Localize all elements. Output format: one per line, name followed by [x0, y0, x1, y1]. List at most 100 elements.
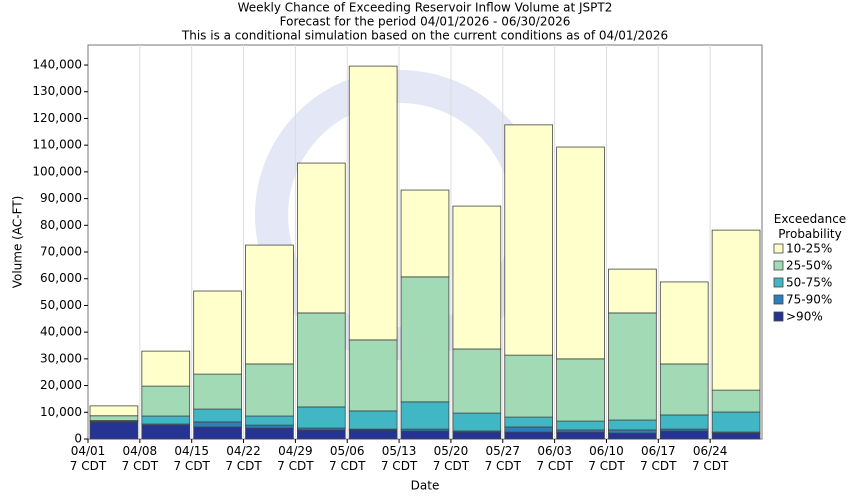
x-tick-label: 06/17 7 CDT [640, 444, 677, 473]
bar-segment [89, 415, 139, 421]
bar-segment [400, 430, 450, 440]
legend-label: 25-50% [786, 259, 832, 273]
bar-segment [659, 414, 709, 430]
bar-segment [141, 424, 191, 440]
bar-segment [556, 358, 605, 422]
bar-segment [296, 406, 346, 429]
x-tick-label: 06/10 7 CDT [588, 444, 625, 473]
x-tick-label: 05/27 7 CDT [484, 444, 521, 473]
x-tick-label: 04/22 7 CDT [225, 444, 262, 473]
bar-segment [400, 276, 450, 403]
bar-segment [348, 65, 398, 341]
bar-segment [711, 432, 761, 440]
bar-segment [245, 424, 294, 429]
bar-segment [89, 405, 139, 417]
bar-segment [141, 415, 191, 425]
x-tick-label: 05/06 7 CDT [329, 444, 366, 473]
y-tick-label: 60,000 [40, 271, 82, 285]
x-tick-label: 06/03 7 CDT [536, 444, 573, 473]
bar-segment [659, 430, 709, 440]
bar-segment [296, 429, 346, 440]
legend-swatch [773, 260, 784, 271]
y-tick-label: 10,000 [40, 405, 82, 419]
bar-segment [608, 432, 657, 440]
y-tick-label: 0 [74, 432, 82, 446]
y-tick-label: 20,000 [40, 378, 82, 392]
bar-segment [504, 354, 554, 418]
y-axis-label: Volume (AC-FT) [11, 196, 25, 289]
bar-segment [245, 427, 294, 440]
y-tick-label: 50,000 [40, 298, 82, 312]
y-tick-label: 80,000 [40, 218, 82, 232]
bar-segment [452, 412, 502, 432]
y-tick-label: 100,000 [32, 164, 82, 178]
bar-segment [348, 429, 398, 440]
bar-segment [556, 146, 605, 360]
bar-segment [504, 124, 554, 356]
chart-note: This is a conditional simulation based o… [181, 29, 668, 43]
y-tick-label: 40,000 [40, 325, 82, 339]
legend-label: 10-25% [786, 242, 832, 256]
legend-swatch [773, 243, 784, 254]
bar-segment [193, 426, 242, 440]
bar-segment [504, 426, 554, 433]
y-tick-label: 130,000 [32, 84, 82, 98]
bar-segment [452, 348, 502, 414]
bar-segment [141, 350, 191, 387]
bar-segment [245, 415, 294, 426]
legend-swatch [773, 277, 784, 288]
bar-segment [89, 421, 139, 440]
y-tick-label: 110,000 [32, 138, 82, 152]
x-tick-label: 05/20 7 CDT [432, 444, 470, 473]
x-tick-label: 04/08 7 CDT [121, 444, 159, 473]
y-tick-label: 90,000 [40, 191, 82, 205]
legend-label: 75-90% [786, 293, 832, 307]
bar-segment [608, 312, 657, 421]
bar-segment [193, 290, 242, 375]
y-tick-label: 30,000 [40, 351, 82, 365]
legend-swatch [773, 311, 784, 322]
y-tick-label: 140,000 [32, 58, 82, 72]
x-axis-label: Date [411, 479, 440, 493]
bar-segment [711, 411, 761, 433]
bar-segment [400, 401, 450, 430]
bar-segment [245, 363, 294, 417]
bar-segment [659, 281, 709, 365]
bar-segment [296, 312, 346, 408]
x-tick-label: 04/29 7 CDT [277, 444, 314, 473]
bar-segment [556, 431, 605, 440]
legend-label: 50-75% [786, 276, 832, 290]
bar-segment [608, 419, 657, 431]
bar-segment [452, 431, 502, 440]
y-tick-label: 120,000 [32, 111, 82, 125]
bar-segment [659, 363, 709, 416]
bar-segment [296, 162, 346, 314]
bar-segment [452, 205, 502, 350]
bar-segment [193, 421, 242, 428]
chart-subtitle: Forecast for the period 04/01/2026 - 06/… [280, 15, 571, 29]
x-tick-label: 06/24 7 CDT [691, 444, 729, 473]
x-tick-label: 04/01 7 CDT [69, 444, 107, 473]
y-tick-label: 70,000 [40, 245, 82, 259]
x-tick-label: 05/13 7 CDT [380, 444, 418, 473]
bar-segment [193, 408, 242, 423]
bar-segment [141, 385, 191, 417]
bar-segment [504, 431, 554, 440]
bar-segment [400, 189, 450, 278]
bar-segment [711, 389, 761, 413]
bar-segment [711, 229, 761, 391]
bar-segment [608, 268, 657, 314]
bar-segment [608, 429, 657, 434]
chart-title: Weekly Chance of Exceeding Reservoir Inf… [238, 1, 613, 15]
x-tick-label: 04/15 7 CDT [173, 444, 210, 473]
bar-segment [504, 416, 554, 428]
bar-segment [245, 244, 294, 365]
bar-segment [193, 373, 242, 410]
bar-segment [348, 410, 398, 430]
legend-title: Exceedance Probability [773, 212, 847, 241]
bar-segment [556, 420, 605, 431]
legend-swatch [773, 294, 784, 305]
legend-label: >90% [786, 310, 823, 324]
